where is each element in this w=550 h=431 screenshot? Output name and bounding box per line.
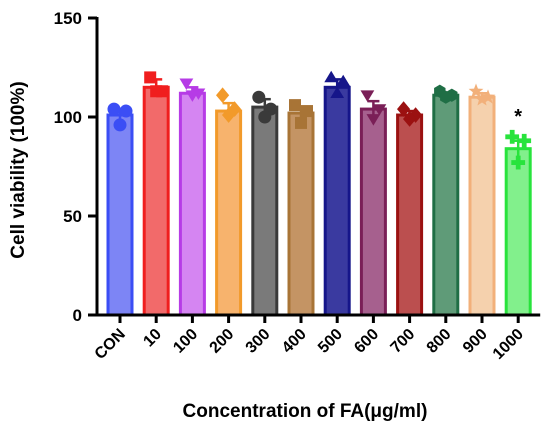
data-point-10 — [150, 85, 163, 98]
y-axis: 0 50 100 150 — [54, 9, 99, 325]
data-point-200 — [222, 107, 236, 123]
data-point-100 — [179, 78, 194, 90]
x-tick-label: 300 — [243, 326, 274, 357]
data-point-500 — [330, 86, 345, 99]
x-tick-label: 900 — [460, 326, 491, 357]
bar-400 — [287, 111, 315, 317]
x-axis-title: Concentration of FA(μg/ml) — [183, 401, 428, 422]
data-point-CON — [119, 104, 133, 118]
x-tick-label: 100 — [170, 326, 201, 357]
data-point-700 — [409, 107, 423, 123]
data-point-CON — [107, 102, 121, 116]
data-point-600 — [360, 90, 375, 102]
data-point-1000 — [511, 155, 526, 170]
data-point-400 — [295, 116, 307, 129]
data-point-600 — [372, 104, 387, 116]
bar-200 — [215, 109, 243, 317]
data-point-300 — [252, 90, 266, 104]
data-point-300 — [258, 110, 272, 124]
data-point-700 — [403, 111, 417, 127]
data-point-900 — [468, 83, 484, 98]
x-tick-label: 10 — [140, 326, 165, 351]
x-tick-label: 700 — [388, 326, 419, 357]
data-point-400 — [301, 105, 313, 118]
bar-100 — [178, 91, 206, 317]
data-point-900 — [474, 91, 490, 106]
data-point-500 — [336, 74, 351, 87]
bar-500 — [323, 85, 351, 317]
x-tick-label: 400 — [279, 326, 310, 357]
bar-1000 — [504, 147, 532, 317]
x-tick-label: 500 — [315, 326, 346, 357]
y-axis-title: Cell viability (100%) — [8, 81, 29, 258]
y-tick-label: 50 — [63, 207, 82, 226]
y-tick-label: 150 — [54, 9, 82, 28]
bar-900 — [468, 95, 496, 317]
bar-CON — [106, 113, 134, 317]
x-axis: CON 10 100 200 300 400 500 600 700 800 900 1000 — [92, 313, 541, 363]
y-tick-label: 100 — [54, 108, 82, 127]
x-tick-label: 600 — [351, 326, 382, 357]
bar-700 — [396, 113, 424, 317]
bars-layer: * — [106, 70, 532, 317]
data-point-200 — [216, 87, 230, 104]
bar-300 — [251, 105, 279, 317]
bar-600 — [359, 107, 387, 317]
data-point-1000 — [517, 133, 532, 148]
data-point-1000 — [505, 129, 520, 144]
data-point-100 — [185, 90, 200, 102]
data-point-600 — [366, 114, 381, 126]
data-point-10 — [144, 71, 157, 84]
significance-marker: * — [514, 106, 522, 128]
y-tick-label: 0 — [73, 306, 82, 325]
x-tick-label: 800 — [424, 326, 455, 357]
x-tick-label: 200 — [207, 326, 238, 357]
data-point-700 — [397, 101, 411, 117]
data-point-400 — [289, 99, 301, 112]
x-tick-label: 1000 — [490, 326, 527, 363]
bar-10 — [142, 85, 170, 317]
data-point-500 — [324, 70, 339, 83]
data-point-CON — [113, 118, 127, 132]
data-point-900 — [480, 89, 496, 104]
bar-800 — [432, 93, 460, 317]
data-point-800 — [440, 90, 452, 104]
x-tick-label: CON — [92, 326, 129, 363]
